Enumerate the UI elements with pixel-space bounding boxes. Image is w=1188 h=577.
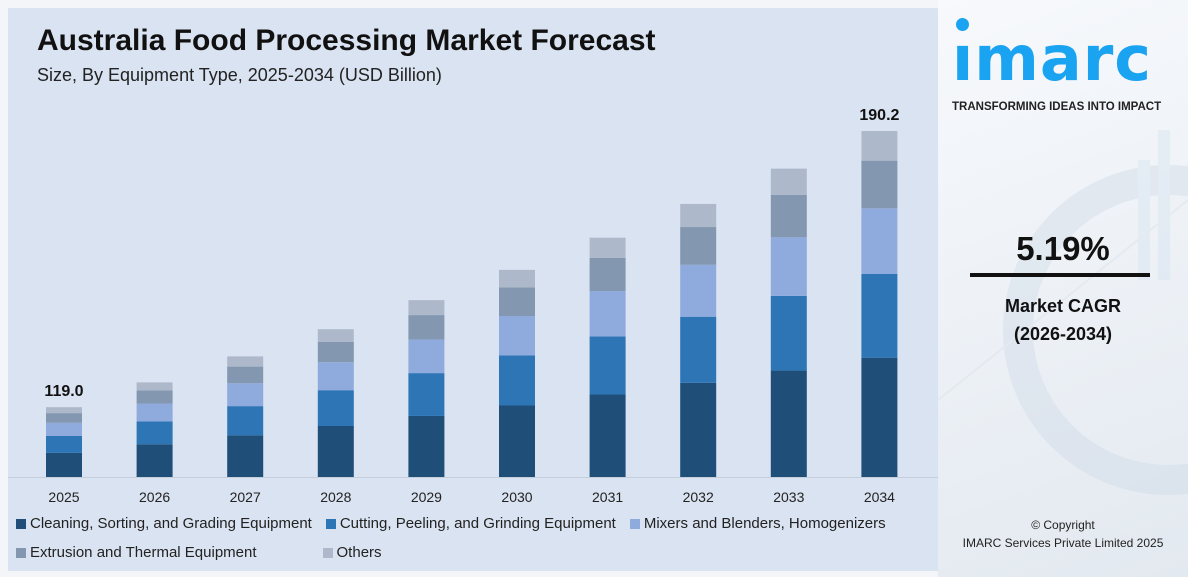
legend-item-cleaning: Cleaning, Sorting, and Grading Equipment — [16, 515, 312, 532]
logo-dot — [956, 18, 969, 31]
data-label-2034: 190.2 — [859, 107, 899, 124]
cagr-label-text: Market CAGR — [1004, 296, 1122, 316]
bar-segment-2031-4 — [589, 257, 626, 292]
bar-segment-2027-2 — [227, 406, 264, 436]
legend-item-mixers: Mixers and Blenders, Homogenizers — [629, 515, 886, 532]
bar-segment-2030-1 — [499, 405, 535, 477]
bar-segment-2030-5 — [499, 269, 535, 288]
bar-segment-2034-1 — [861, 357, 898, 477]
legend-label: Others — [336, 544, 382, 561]
cagr-value: 5.19% — [1016, 230, 1110, 267]
logo-wordmark: ımarc — [952, 22, 1153, 95]
legend-row-2: Extrusion and Thermal Equipment Others — [16, 544, 382, 561]
copyright-line2: IMARC Services Private Limited 2025 — [962, 536, 1164, 550]
legend-swatch — [322, 547, 333, 558]
bar-segment-2030-2 — [499, 355, 535, 406]
cagr-label: Market CAGR (2026-2034) — [938, 292, 1188, 348]
chart-subtitle: Size, By Equipment Type, 2025-2034 (USD … — [37, 65, 442, 85]
cagr-period: (2026-2034) — [1013, 324, 1113, 344]
bar-segment-2032-1 — [680, 382, 717, 477]
legend-label: Extrusion and Thermal Equipment — [30, 544, 257, 561]
bar-segment-2030-4 — [499, 287, 535, 317]
bar-segment-2034-2 — [861, 273, 898, 358]
bar-segment-2025-5 — [46, 407, 82, 414]
bar-segment-2033-2 — [770, 295, 807, 371]
legend-row-1: Cleaning, Sorting, and Grading Equipment… — [16, 515, 886, 532]
page-title: Australia Food Processing Market Forecas… — [37, 24, 656, 57]
bar-segment-2028-5 — [317, 329, 354, 342]
bar-segment-2028-3 — [317, 362, 354, 391]
imarc-logo: ımarc — [950, 8, 1180, 94]
background-decoration — [938, 130, 1188, 495]
copyright-line1: © Copyright — [1031, 518, 1095, 532]
legend-label: Cutting, Peeling, and Grinding Equipment — [339, 515, 616, 532]
bar-segment-2032-2 — [680, 316, 717, 383]
bar-segment-2031-2 — [589, 336, 626, 395]
bar-segment-2027-1 — [227, 435, 264, 477]
x-tick-label: 2028 — [320, 489, 351, 505]
bar-segment-2025-3 — [46, 422, 82, 436]
bar-segment-2033-5 — [770, 168, 807, 195]
bar-segment-2031-3 — [589, 291, 626, 337]
bar-segment-2029-4 — [408, 315, 445, 340]
x-tick-label: 2031 — [592, 489, 623, 505]
data-label-2025: 119.0 — [44, 383, 83, 400]
legend-swatch — [16, 547, 26, 558]
x-tick-label: 2032 — [683, 489, 714, 505]
legend-swatch — [629, 518, 640, 529]
bar-segment-2025-1 — [46, 452, 82, 477]
bar-segment-2033-4 — [770, 194, 807, 238]
legend-label: Cleaning, Sorting, and Grading Equipment — [30, 515, 312, 532]
bar-segment-2027-4 — [227, 366, 264, 384]
bar-segment-2029-1 — [408, 415, 445, 477]
bar-segment-2029-2 — [408, 373, 445, 416]
legend-swatch — [16, 518, 26, 529]
bar-segment-2033-1 — [770, 370, 807, 477]
x-tick-label: 2026 — [139, 489, 170, 505]
bar-segment-2025-2 — [46, 435, 82, 453]
bar-segment-2032-5 — [680, 203, 717, 228]
bar-segment-2032-3 — [680, 264, 717, 317]
bar-segment-2033-3 — [770, 237, 807, 296]
x-tick-label: 2034 — [864, 489, 895, 505]
bar-segment-2027-5 — [227, 356, 264, 367]
bar-segment-2029-3 — [408, 339, 445, 374]
x-tick-label: 2030 — [501, 489, 532, 505]
bar-segment-2031-5 — [589, 237, 626, 258]
bar-segment-2034-4 — [861, 160, 898, 209]
brand-tagline: TRANSFORMING IDEAS INTO IMPACT — [952, 101, 1162, 113]
x-tick-label: 2033 — [773, 489, 804, 505]
bar-segment-2026-2 — [136, 421, 173, 445]
x-tick-label: 2025 — [48, 489, 79, 505]
bar-segment-2026-1 — [136, 444, 173, 477]
legend-item-cutting: Cutting, Peeling, and Grinding Equipment — [325, 515, 616, 532]
bar-segment-2029-5 — [408, 300, 445, 316]
bar-segment-2032-4 — [680, 227, 717, 265]
info-panel: ımarc TRANSFORMING IDEAS INTO IMPACT 5.1… — [938, 0, 1188, 577]
legend-item-extrusion: Extrusion and Thermal Equipment — [16, 544, 257, 561]
cagr-divider — [970, 273, 1150, 277]
stacked-bar-chart: 2025 119.0 2026 2027 2028 2029 2030 2031 2032 203… — [8, 107, 938, 505]
legend-item-others: Others — [322, 544, 382, 561]
bar-segment-2026-3 — [136, 403, 173, 422]
bar-segment-2031-1 — [589, 394, 626, 477]
legend-swatch — [325, 518, 336, 529]
bar-segment-2026-5 — [136, 382, 173, 391]
bar-segment-2026-4 — [136, 390, 173, 404]
bar-segment-2028-2 — [317, 390, 354, 427]
bar-segment-2027-3 — [227, 383, 264, 407]
legend-label: Mixers and Blenders, Homogenizers — [643, 515, 886, 532]
bar-segment-2034-5 — [861, 131, 898, 161]
bar-segment-2030-3 — [499, 316, 535, 356]
bar-segment-2028-4 — [317, 341, 354, 363]
bar-segment-2025-4 — [46, 413, 82, 423]
bar-segment-2028-1 — [317, 426, 354, 477]
x-tick-label: 2029 — [411, 489, 442, 505]
x-tick-label: 2027 — [230, 489, 261, 505]
bar-segment-2034-3 — [861, 208, 898, 274]
